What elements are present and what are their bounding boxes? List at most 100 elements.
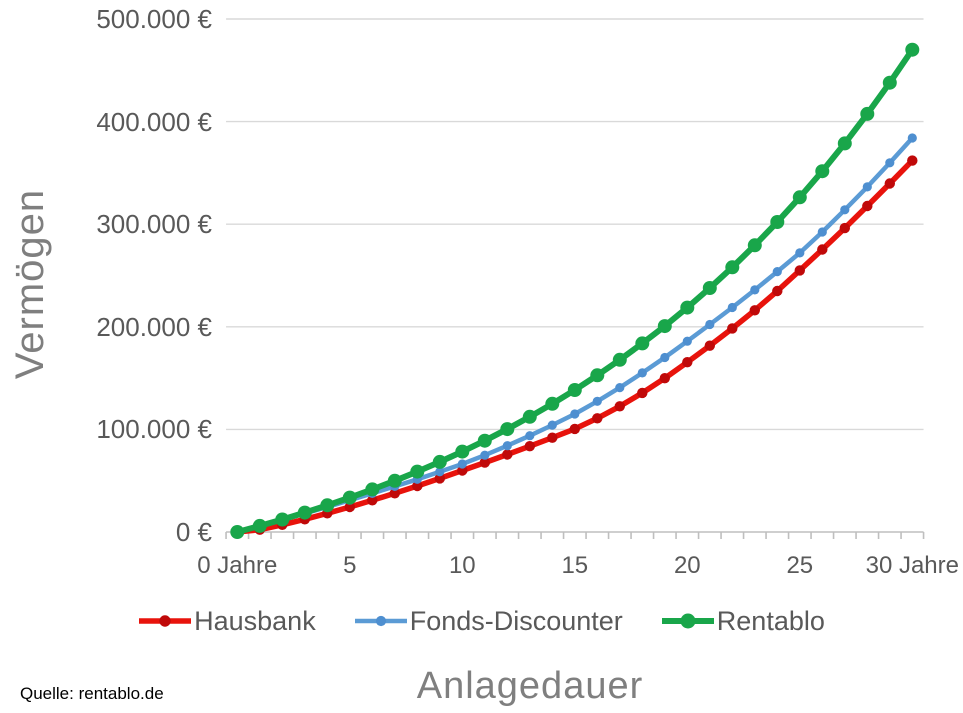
data-point-hausbank <box>682 357 693 368</box>
x-tick-label: 5 <box>343 552 357 579</box>
data-point-fonds-discounter <box>525 431 535 441</box>
data-point-hausbank <box>907 155 918 166</box>
data-point-rentablo <box>815 164 830 179</box>
data-point-hausbank <box>389 488 400 499</box>
legend-item-hausbank: Hausbank <box>138 606 316 637</box>
data-point-rentablo <box>567 383 582 397</box>
data-point-hausbank <box>434 473 445 484</box>
data-point-hausbank <box>839 222 850 234</box>
data-point-fonds-discounter <box>682 336 692 346</box>
data-point-rentablo <box>365 482 380 497</box>
legend-marker-icon <box>139 615 192 627</box>
data-point-rentablo <box>860 106 875 121</box>
data-point-hausbank <box>817 244 828 255</box>
data-point-hausbank <box>547 432 558 443</box>
data-point-fonds-discounter <box>457 459 467 469</box>
data-point-rentablo <box>725 260 740 275</box>
y-tick-label: 0 € <box>175 517 212 547</box>
data-point-rentablo <box>500 422 515 437</box>
x-tick-label: 0 Jahre <box>197 552 278 579</box>
legend-marker-icon <box>354 615 407 627</box>
data-point-hausbank <box>479 457 490 468</box>
data-point-hausbank <box>524 441 535 452</box>
data-point-rentablo <box>297 505 312 520</box>
y-tick-label: 300.000 € <box>96 209 212 240</box>
data-point-rentablo <box>792 190 807 205</box>
data-point-hausbank <box>727 323 738 334</box>
data-point-hausbank <box>502 449 513 460</box>
data-point-rentablo <box>590 368 605 383</box>
legend-item-rentablo: Rentablo <box>661 606 825 637</box>
data-point-fonds-discounter <box>592 396 602 406</box>
data-point-fonds-discounter <box>885 158 895 168</box>
y-axis-title: Vermögen <box>8 188 52 380</box>
data-point-rentablo <box>275 512 290 527</box>
data-point-fonds-discounter <box>750 285 760 295</box>
data-point-hausbank <box>344 501 355 513</box>
legend-item-fonds-discounter: Fonds-Discounter <box>354 606 623 637</box>
data-point-rentablo <box>410 464 425 479</box>
data-point-fonds-discounter <box>705 319 715 330</box>
x-axis-tick-labels: 0 Jahre 5 10 15 20 25 30 Jahre <box>0 552 963 582</box>
data-point-rentablo <box>882 75 897 90</box>
data-point-rentablo <box>747 238 762 253</box>
data-point-rentablo <box>545 396 560 411</box>
data-point-rentablo <box>905 42 920 57</box>
x-tick-label: 25 <box>786 552 814 579</box>
legend-label-hausbank: Hausbank <box>194 605 316 636</box>
data-point-rentablo <box>432 454 447 469</box>
data-point-hausbank <box>884 178 895 189</box>
legend-marker-icon <box>661 613 714 629</box>
data-point-fonds-discounter <box>907 133 917 143</box>
legend-label-fonds-discounter: Fonds-Discounter <box>409 605 623 636</box>
data-point-fonds-discounter <box>570 409 580 419</box>
x-axis-title: Anlagedauer <box>416 665 644 707</box>
data-point-fonds-discounter <box>660 352 670 363</box>
data-point-hausbank <box>457 465 468 476</box>
data-point-rentablo <box>522 409 537 424</box>
data-point-fonds-discounter <box>615 383 625 393</box>
data-point-fonds-discounter <box>637 368 647 378</box>
data-point-fonds-discounter <box>840 205 850 215</box>
data-point-rentablo <box>837 136 852 151</box>
data-point-fonds-discounter <box>435 467 445 477</box>
data-point-hausbank <box>569 423 580 435</box>
y-tick-label: 400.000 € <box>96 106 212 137</box>
y-tick-label: 500.000 € <box>96 4 212 34</box>
data-point-fonds-discounter <box>817 227 827 237</box>
data-point-rentablo <box>770 215 785 229</box>
data-point-fonds-discounter <box>480 450 490 460</box>
data-point-rentablo <box>252 518 267 533</box>
data-point-rentablo <box>635 336 650 351</box>
data-point-fonds-discounter <box>795 248 805 258</box>
y-tick-label: 200.000 € <box>96 311 212 342</box>
data-point-hausbank <box>659 373 670 384</box>
data-point-fonds-discounter <box>727 302 737 313</box>
data-point-hausbank <box>704 340 715 351</box>
data-point-hausbank <box>862 200 873 212</box>
data-point-rentablo <box>455 444 470 459</box>
data-point-rentablo <box>387 473 402 488</box>
data-point-fonds-discounter <box>772 267 782 277</box>
data-point-hausbank <box>772 285 783 297</box>
data-point-rentablo <box>657 319 672 334</box>
data-point-fonds-discounter <box>502 441 512 451</box>
data-point-rentablo <box>702 281 717 295</box>
data-point-rentablo <box>477 433 492 448</box>
data-point-hausbank <box>794 265 805 276</box>
data-point-hausbank <box>637 387 648 399</box>
x-tick-label: 20 <box>673 552 701 579</box>
data-point-rentablo <box>342 490 357 505</box>
data-point-hausbank <box>412 480 423 492</box>
data-point-rentablo <box>612 352 627 367</box>
chart-legend: Hausbank Fonds-Discounter Rentablo <box>0 601 963 641</box>
x-tick-label: 10 <box>448 552 476 579</box>
data-point-hausbank <box>592 413 603 424</box>
source-note: Quelle: rentablo.de <box>20 684 164 703</box>
data-point-hausbank <box>367 495 378 506</box>
data-point-fonds-discounter <box>862 182 872 192</box>
data-point-rentablo <box>230 525 245 539</box>
x-tick-label: 15 <box>561 552 589 579</box>
